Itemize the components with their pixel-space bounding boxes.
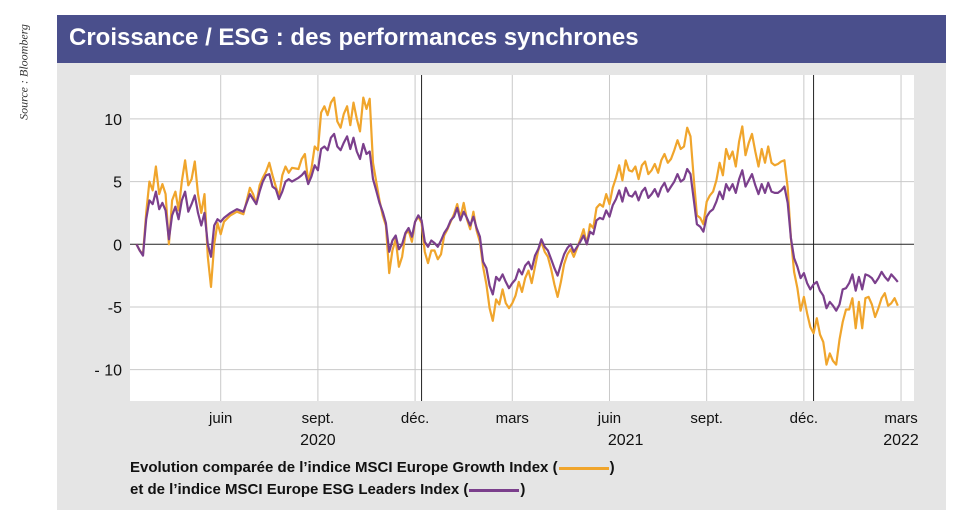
- x-tick-label: déc.: [401, 410, 429, 427]
- legend: Evolution comparée de l’indice MSCI Euro…: [130, 457, 615, 501]
- series-line-growth: [135, 96, 899, 366]
- x-tick-label: sept.: [302, 410, 335, 427]
- legend-swatch-esg: [469, 488, 520, 492]
- legend-row-growth: Evolution comparée de l’indice MSCI Euro…: [130, 457, 615, 479]
- source-label: Source : Bloomberg: [16, 24, 31, 120]
- chart-panel: Croissance / ESG : des performances sync…: [57, 15, 946, 510]
- legend-label-growth: Evolution comparée de l’indice MSCI Euro…: [130, 459, 558, 476]
- x-tick-label: déc.: [790, 410, 818, 427]
- legend-close-esg: ): [520, 481, 526, 498]
- y-tick-label: - 10: [94, 363, 122, 380]
- chart-title: Croissance / ESG : des performances sync…: [69, 24, 639, 51]
- legend-swatch-growth: [558, 466, 609, 470]
- year-label: 2020: [300, 432, 336, 449]
- y-tick-label: 0: [113, 237, 122, 254]
- legend-row-esg: et de l’indice MSCI Europe ESG Leaders I…: [130, 479, 615, 501]
- x-tick-label: juin: [597, 410, 621, 427]
- year-label: 2021: [608, 432, 644, 449]
- title-bar: Croissance / ESG : des performances sync…: [57, 15, 946, 63]
- year-label: 2022: [883, 432, 919, 449]
- y-tick-label: 5: [113, 175, 122, 192]
- x-tick-label: juin: [208, 410, 232, 427]
- x-tick-label: mars: [884, 410, 917, 427]
- y-tick-label: -5: [108, 300, 122, 317]
- x-tick-label: sept.: [690, 410, 723, 427]
- plot-area: [130, 75, 914, 401]
- legend-close-growth: ): [609, 459, 615, 476]
- x-tick-label: mars: [496, 410, 529, 427]
- source-note: Source : Bloomberg: [14, 12, 34, 132]
- legend-label-esg: et de l’indice MSCI Europe ESG Leaders I…: [130, 481, 469, 498]
- y-tick-label: 10: [104, 112, 122, 129]
- series-line-esg: [135, 132, 899, 312]
- line-chart: 10 5 0 -5 - 10 juin sept. déc. mars juin sept. déc.…: [94, 75, 919, 449]
